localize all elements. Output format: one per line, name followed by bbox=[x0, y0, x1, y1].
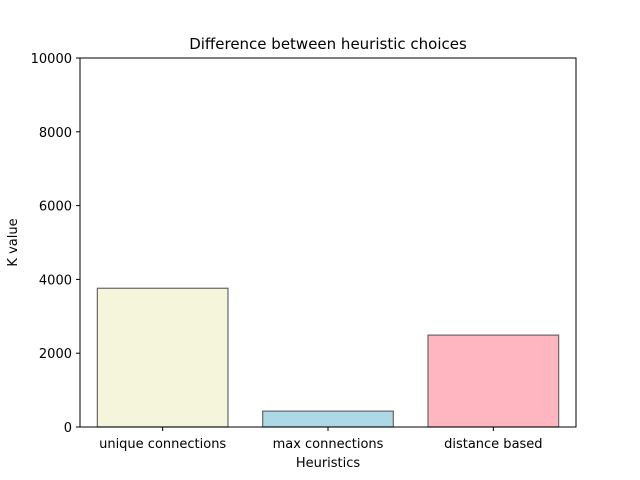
bar-max-connections bbox=[262, 410, 394, 428]
y-axis-label: K value bbox=[6, 218, 21, 266]
y-axis: 0 2000 4000 6000 8000 10000 bbox=[31, 52, 80, 436]
y-tick-label: 10000 bbox=[31, 52, 72, 67]
y-tick-label: 2000 bbox=[39, 347, 72, 362]
y-tick-label: 4000 bbox=[39, 273, 72, 288]
bars-group bbox=[96, 287, 560, 428]
chart-title: Difference between heuristic choices bbox=[189, 35, 467, 53]
bar-unique-connections bbox=[96, 287, 229, 428]
y-tick-label: 6000 bbox=[39, 200, 72, 215]
plot-frame bbox=[79, 57, 577, 428]
y-tick-label: 0 bbox=[64, 421, 72, 436]
x-tick-label: unique connections bbox=[99, 437, 226, 452]
x-axis-label: Heuristics bbox=[296, 456, 361, 471]
bar-distance-based bbox=[427, 334, 560, 428]
x-tick-label: max connections bbox=[273, 437, 384, 452]
y-tick-label: 8000 bbox=[39, 126, 72, 141]
x-tick-label: distance based bbox=[444, 437, 542, 452]
x-axis: unique connections max connections distanc… bbox=[99, 427, 543, 452]
